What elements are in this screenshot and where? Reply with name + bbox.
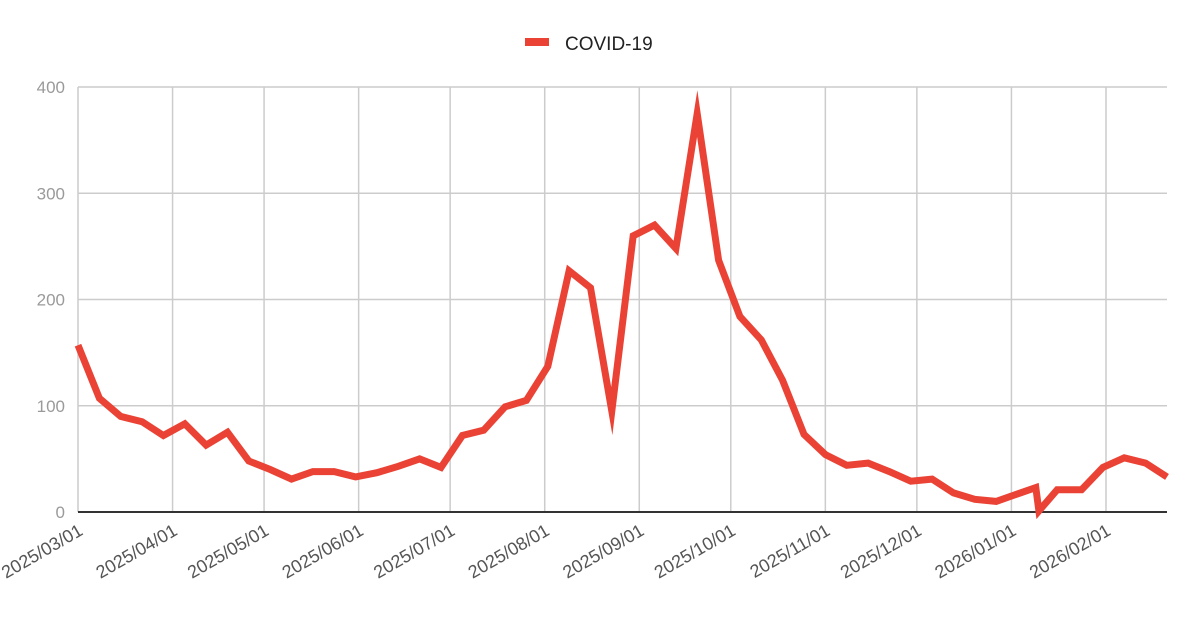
x-tick-label: 2025/03/01 bbox=[0, 520, 86, 582]
y-tick-label: 100 bbox=[37, 397, 65, 416]
legend-swatch bbox=[525, 38, 549, 46]
series-lines bbox=[74, 90, 1169, 520]
y-tick-label: 400 bbox=[37, 78, 65, 97]
x-tick-label: 2025/08/01 bbox=[465, 520, 553, 582]
x-tick-label: 2025/06/01 bbox=[279, 520, 367, 582]
x-tick-label: 2025/09/01 bbox=[559, 520, 647, 582]
y-tick-label: 0 bbox=[56, 503, 65, 522]
x-tick-label: 2026/01/01 bbox=[931, 520, 1019, 582]
y-axis: 0 100 200 300 400 bbox=[37, 78, 65, 522]
x-tick-label: 2025/04/01 bbox=[93, 520, 181, 582]
x-tick-label: 2025/05/01 bbox=[184, 520, 272, 582]
y-tick-label: 300 bbox=[37, 184, 65, 203]
x-tick-label: 2025/12/01 bbox=[837, 520, 925, 582]
y-tick-label: 200 bbox=[37, 291, 65, 310]
x-tick-label: 2025/10/01 bbox=[651, 520, 739, 582]
x-axis: 2025/03/01 2025/04/01 2025/05/01 2025/06/01… bbox=[0, 520, 1114, 582]
x-tick-label: 2025/11/01 bbox=[746, 520, 833, 582]
series-line-covid-19 bbox=[74, 90, 1169, 520]
legend-label: COVID-19 bbox=[565, 34, 653, 55]
legend[interactable]: COVID-19 bbox=[525, 34, 653, 55]
x-tick-label: 2026/02/01 bbox=[1026, 520, 1114, 582]
grid bbox=[77, 86, 1167, 513]
x-tick-label: 2025/07/01 bbox=[370, 520, 458, 582]
